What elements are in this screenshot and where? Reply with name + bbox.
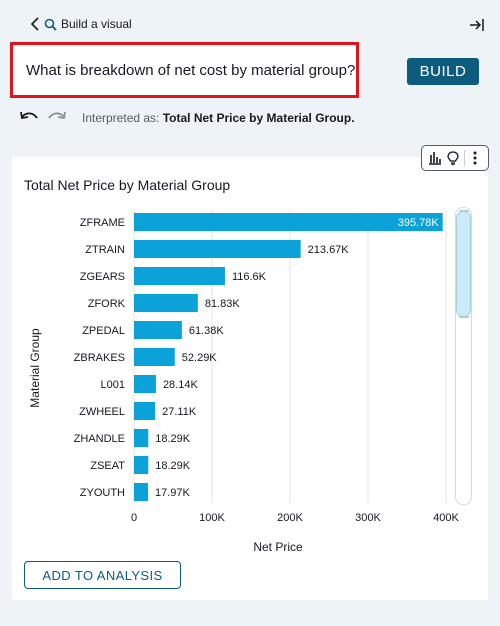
interpretation-row: Interpreted as: Total Net Price by Mater…	[18, 108, 355, 128]
bar[interactable]	[134, 294, 198, 312]
bar[interactable]	[134, 321, 182, 339]
bar[interactable]	[134, 429, 149, 447]
undo-icon[interactable]	[18, 108, 40, 128]
scroll-handle-top[interactable]	[459, 210, 469, 212]
interpretation-value: Total Net Price by Material Group.	[162, 111, 355, 125]
back-button[interactable]: Build a visual	[30, 14, 132, 34]
bar[interactable]	[134, 483, 149, 501]
q-search-icon	[44, 18, 57, 31]
interpretation-text: Interpreted as: Total Net Price by Mater…	[82, 111, 355, 125]
collapse-right-icon	[470, 19, 484, 31]
chart-scrollbar-thumb[interactable]	[456, 210, 471, 318]
add-to-analysis-button[interactable]: ADD TO ANALYSIS	[24, 561, 181, 589]
toolbar-divider	[463, 150, 465, 166]
chevron-left-icon	[30, 17, 39, 31]
bar[interactable]	[134, 213, 443, 231]
x-axis-label: Net Price	[253, 540, 303, 554]
build-button[interactable]: BUILD	[407, 58, 479, 85]
more-options-icon[interactable]	[467, 150, 483, 166]
collapse-panel-button[interactable]	[468, 16, 486, 34]
visual-title: Total Net Price by Material Group	[24, 177, 231, 193]
interpretation-prefix: Interpreted as:	[82, 111, 163, 125]
bar[interactable]	[134, 240, 301, 258]
panel-header: Build a visual	[0, 0, 500, 48]
scroll-handle-bottom[interactable]	[459, 316, 469, 318]
bar[interactable]	[134, 402, 156, 420]
bar[interactable]	[134, 348, 175, 366]
chart-type-icon[interactable]	[427, 150, 443, 166]
bar[interactable]	[134, 375, 156, 393]
query-input[interactable]: What is breakdown of net cost by materia…	[14, 48, 356, 92]
bar[interactable]	[134, 267, 225, 285]
lightbulb-icon[interactable]	[445, 150, 461, 166]
visual-toolbar	[421, 145, 489, 171]
y-axis-label: Material Group	[28, 328, 42, 408]
back-button-label: Build a visual	[61, 17, 132, 31]
bar[interactable]	[134, 456, 149, 474]
redo-icon[interactable]	[46, 108, 68, 128]
